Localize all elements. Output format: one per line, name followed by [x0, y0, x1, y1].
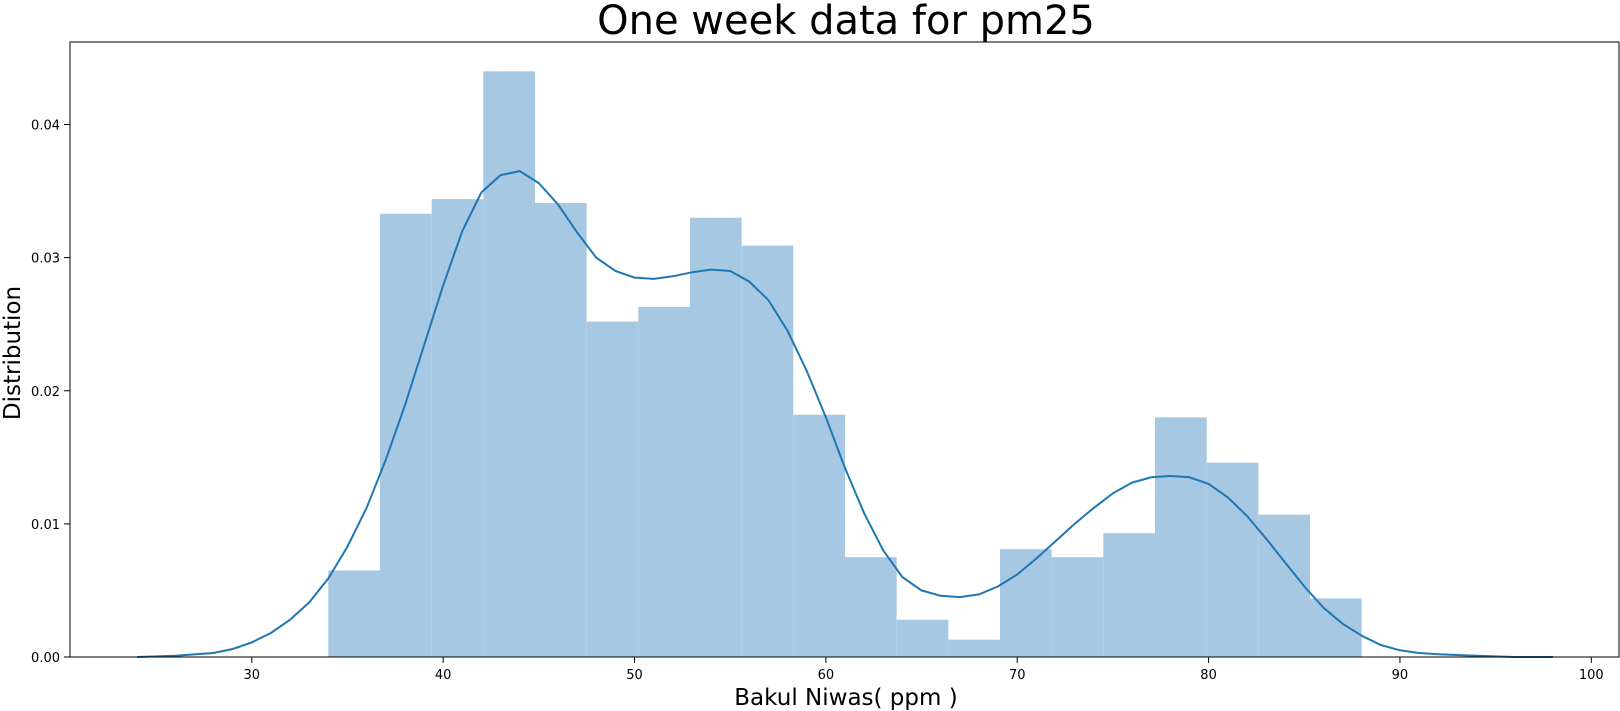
histogram-bar-7: [690, 217, 742, 657]
histogram-bar-15: [1103, 533, 1155, 657]
y-tick-label: 0.00: [31, 651, 60, 666]
histogram-bar-11: [896, 619, 949, 657]
histogram-bar-14: [1051, 557, 1104, 657]
histogram-bar-16: [1155, 417, 1207, 657]
y-tick-label: 0.04: [31, 119, 60, 134]
histogram-bar-0: [328, 570, 380, 657]
y-tick-label: 0.03: [31, 252, 60, 267]
plot-frame: [69, 41, 1620, 658]
x-axis-ticks: 30 40 50 60 70 80 90 100: [244, 657, 1604, 683]
x-tick-label: 50: [626, 668, 643, 683]
chart-title: One week data for pm25: [597, 0, 1095, 44]
x-tick-label: 80: [1200, 668, 1217, 683]
histogram-bar-13: [1000, 549, 1052, 657]
kde-line: [136, 170, 1553, 658]
y-tick-label: 0.02: [31, 385, 60, 400]
y-axis-label: Distribution: [0, 286, 26, 420]
histogram-bar-3: [483, 71, 535, 658]
y-axis-ticks: 0.00 0.01 0.02 0.03 0.04: [31, 119, 70, 666]
histogram-bar-5: [586, 321, 639, 657]
histogram-bar-6: [638, 306, 690, 657]
x-tick-label: 30: [244, 668, 261, 683]
histogram-bars: [328, 71, 1362, 658]
histogram-bar-9: [793, 414, 845, 657]
x-axis-label: Bakul Niwas( ppm ): [734, 685, 957, 711]
y-tick-label: 0.01: [31, 518, 60, 533]
histogram-bar-19: [1310, 598, 1362, 657]
histogram-bar-1: [380, 213, 432, 658]
x-tick-label: 70: [1009, 668, 1026, 683]
x-tick-label: 100: [1579, 668, 1604, 683]
histogram-bar-18: [1258, 514, 1310, 657]
histogram-bar-2: [431, 199, 484, 657]
x-tick-label: 60: [818, 668, 835, 683]
histogram-bar-10: [845, 557, 897, 657]
histogram-bar-8: [741, 245, 794, 658]
x-tick-label: 90: [1392, 668, 1409, 683]
x-tick-label: 40: [435, 668, 452, 683]
histogram-bar-12: [948, 639, 1000, 657]
histogram-bar-17: [1206, 462, 1259, 657]
histogram-bar-4: [535, 203, 587, 658]
